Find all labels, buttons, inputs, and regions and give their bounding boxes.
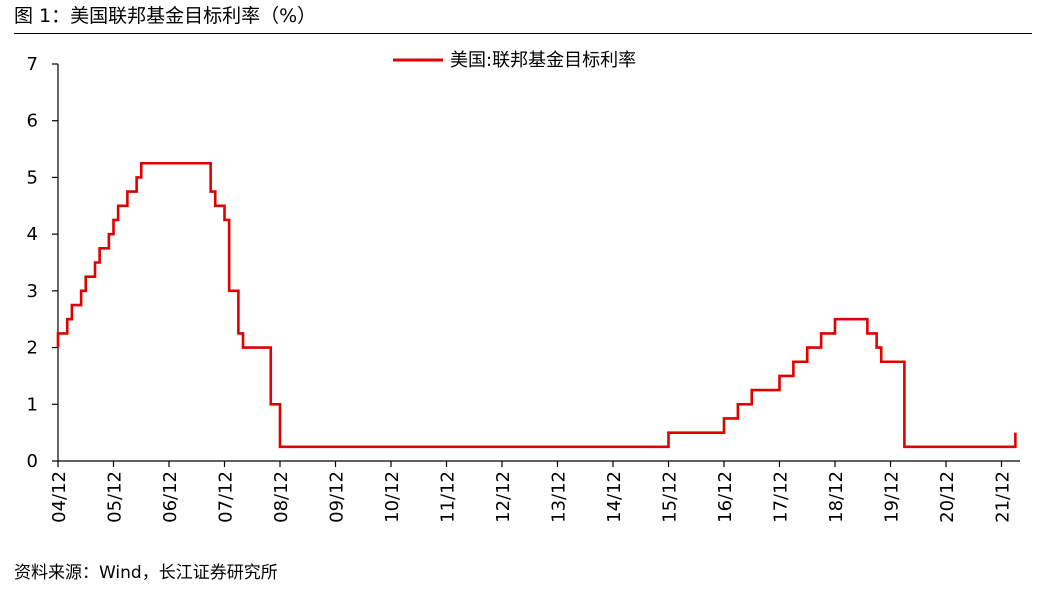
x-tick-label: 09/12 [327,471,348,523]
x-tick-label: 04/12 [49,471,70,523]
x-tick-label: 20/12 [937,471,958,523]
x-tick-label: 21/12 [993,471,1014,523]
x-tick-label: 19/12 [882,471,903,523]
y-tick-label: 4 [27,224,38,245]
y-tick-label: 2 [27,338,38,359]
x-tick-label: 10/12 [382,471,403,523]
x-tick-label: 17/12 [771,471,792,523]
x-tick-label: 13/12 [549,471,570,523]
y-axis: 0 1 2 3 4 5 6 7 [27,54,59,472]
y-tick-label: 1 [27,394,38,415]
x-tick-label: 08/12 [271,471,292,523]
series-line-fed-funds-rate [56,161,1017,449]
y-tick-label: 7 [27,54,38,75]
x-tick-label: 12/12 [493,471,514,523]
x-tick-label: 15/12 [660,471,681,523]
y-tick-label: 0 [27,451,38,472]
x-tick-label: 14/12 [604,471,625,523]
x-axis: 04/12 05/12 06/12 07/12 08/12 09/12 10/12 11/12… [49,460,1020,523]
x-tick-label: 07/12 [216,471,237,523]
legend-label: 美国:联邦基金目标利率 [450,50,636,71]
y-tick-label: 5 [27,167,38,188]
x-tick-label: 05/12 [105,471,126,523]
title-divider [14,33,1032,34]
series-layer [56,161,1017,449]
source-note: 资料来源：Wind，长江证券研究所 [14,563,278,583]
x-tick-label: 16/12 [715,471,736,523]
x-tick-label: 11/12 [438,471,459,523]
chart: 0 1 2 3 4 5 6 7 04/12 05/12 06/12 07/12 08/12 09/12 1… [27,50,1020,523]
legend: 美国:联邦基金目标利率 [393,50,636,71]
y-tick-label: 6 [27,111,38,132]
x-tick-label: 18/12 [826,471,847,523]
y-tick-label: 3 [27,281,38,302]
x-tick-label: 06/12 [160,471,181,523]
figure-title: 图 1：美国联邦基金目标利率（%） [14,5,317,27]
